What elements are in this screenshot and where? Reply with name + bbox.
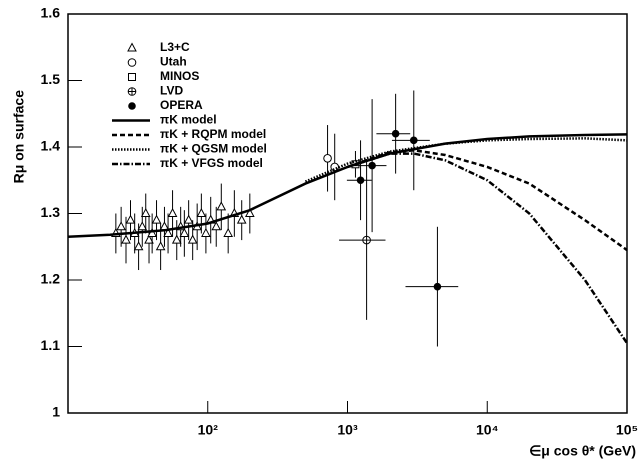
legend-marker: [127, 42, 137, 52]
data-point: [163, 227, 173, 237]
y-tick-label: 1.3: [41, 204, 61, 220]
data-point: [183, 214, 194, 224]
x-tick-label: 10⁵: [616, 422, 638, 438]
data-point: [144, 234, 154, 244]
data-point: [236, 214, 247, 224]
y-tick-label: 1: [52, 404, 60, 420]
y-axis-label: Rμ on surface: [11, 90, 27, 184]
data-point: [216, 201, 227, 211]
legend-label: L3+C: [160, 40, 190, 54]
legend-marker: [128, 73, 136, 81]
data-point: [147, 227, 157, 237]
data-point: [223, 227, 234, 237]
model-line: [347, 149, 628, 252]
y-tick-label: 1.6: [41, 5, 61, 21]
x-axis-label: ∈μ cos θ* (GeV): [529, 443, 636, 459]
data-point: [137, 221, 148, 231]
data-point: [196, 207, 207, 217]
cross-lines: [362, 236, 371, 244]
data-point: [140, 207, 151, 217]
y-tick-label: 1.5: [41, 71, 61, 87]
y-tick-label: 1.1: [41, 337, 61, 353]
data-point: [116, 221, 126, 231]
y-tick-label: 1.2: [41, 271, 61, 287]
model-line: [347, 152, 629, 344]
y-tick-label: 1.4: [41, 138, 61, 154]
data-point: [201, 227, 211, 237]
data-point: [187, 234, 198, 244]
x-tick-label: 10⁴: [476, 422, 499, 438]
data-point: [211, 221, 222, 231]
data-point: [121, 234, 131, 244]
legend-label: πK + VFGS model: [160, 156, 263, 170]
data-point: [155, 241, 166, 251]
data-point: [391, 129, 400, 138]
data-point: [151, 214, 162, 224]
legend-marker: [128, 102, 136, 110]
data-point: [409, 136, 418, 145]
data-point: [179, 227, 190, 237]
legend-label: Utah: [160, 55, 187, 69]
legend-label: OPERA: [160, 98, 203, 112]
legend-label: MINOS: [160, 69, 199, 83]
data-point: [368, 161, 376, 170]
x-tick-label: 10²: [198, 422, 219, 438]
x-tick-label: 10³: [337, 422, 358, 438]
data-point: [433, 282, 442, 291]
data-point: [244, 207, 255, 217]
legend-label: LVD: [160, 84, 183, 98]
data-point: [167, 207, 178, 217]
legend-label: πK model: [160, 113, 217, 127]
legend-marker: [127, 58, 137, 67]
data-point: [356, 176, 365, 185]
data-point: [171, 234, 182, 244]
legend-label: πK + RQPM model: [160, 127, 266, 141]
data-point: [133, 241, 144, 251]
cross-lines: [128, 87, 136, 96]
data-point: [125, 214, 136, 224]
data-point: [323, 154, 332, 163]
model-line: [304, 137, 628, 183]
legend-label: πK + QGSM model: [160, 142, 267, 156]
